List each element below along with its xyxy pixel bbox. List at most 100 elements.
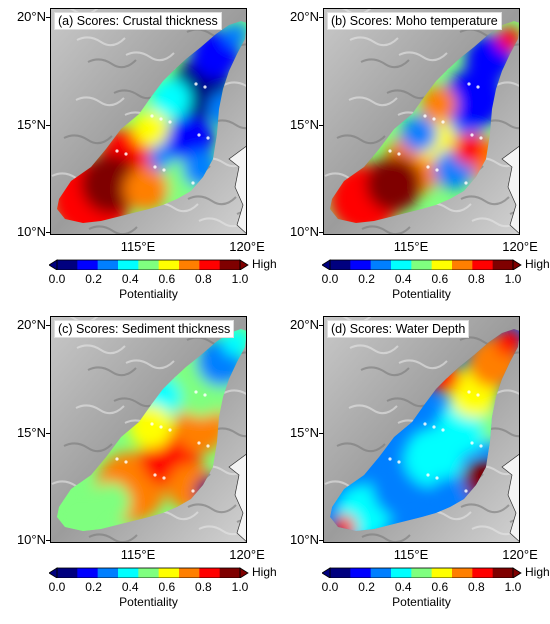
colorbar-segment <box>57 568 78 578</box>
relief-streak <box>508 43 519 48</box>
relief-streak <box>75 404 125 415</box>
seamount-speck <box>435 476 439 480</box>
latitude-tick <box>46 433 50 434</box>
colorbar-tick-label: 0.8 <box>195 580 212 594</box>
colorbar-segment <box>472 260 494 270</box>
colorbar-segment <box>158 260 180 270</box>
seamount-speck <box>464 181 468 185</box>
seamount-speck <box>441 428 445 432</box>
colorbar-tick-label: 0.8 <box>468 580 485 594</box>
colorbar-tick-label: 0.4 <box>394 272 412 286</box>
colorbar-segment <box>77 260 99 270</box>
relief-streak <box>508 351 519 356</box>
latitude-tick <box>319 17 323 18</box>
colorbar-segment <box>179 568 200 578</box>
colorbar-low-arrow <box>49 259 58 270</box>
relief-streak <box>349 36 399 47</box>
landmass-coastline <box>228 454 246 542</box>
seamount-speck <box>464 489 468 493</box>
relief-streak <box>336 134 386 145</box>
seamount-speck <box>423 422 427 426</box>
seamount-speck <box>162 168 166 172</box>
colorbar-tick-label: 0.6 <box>158 580 176 594</box>
seamount-speck <box>426 473 430 477</box>
relief-streak <box>187 503 237 514</box>
seamount-speck <box>159 117 163 121</box>
seamount-speck <box>168 120 172 124</box>
seamount-speck <box>470 441 474 445</box>
colorbar-segment <box>370 260 392 270</box>
map-frame: (b) Scores: Moho temperature <box>323 8 520 235</box>
seamount-speck <box>115 149 119 153</box>
relief-streak <box>235 43 246 48</box>
colorbar-segment <box>219 568 241 578</box>
relief-streak <box>223 81 246 87</box>
colorbar-segment <box>391 260 412 270</box>
colorbar <box>322 567 522 578</box>
colorbar-tick-label: 0.4 <box>121 580 139 594</box>
latitude-tick <box>319 433 323 434</box>
colorbar-segment <box>179 260 200 270</box>
seamount-speck <box>479 136 483 140</box>
latitude-label: 15°N <box>16 425 46 440</box>
seamount-speck <box>397 152 401 156</box>
latitude-label: 20°N <box>16 9 46 24</box>
map-svg <box>324 9 519 234</box>
colorbar-segment <box>452 568 473 578</box>
seamount-speck <box>470 133 474 137</box>
longitude-label: 115°E <box>393 547 429 562</box>
seamount-speck <box>397 460 401 464</box>
seamount-speck <box>206 136 210 140</box>
field-blob <box>421 86 457 122</box>
seamount-speck <box>441 120 445 124</box>
seamount-speck <box>124 152 128 156</box>
relief-streak <box>76 344 126 355</box>
colorbar-title: Potentiality <box>392 595 451 609</box>
relief-streak <box>460 195 510 206</box>
seamount-speck <box>479 444 483 448</box>
field-blob <box>332 515 356 531</box>
colorbar-low-arrow <box>322 567 331 578</box>
relief-streak <box>484 119 519 130</box>
colorbar-segment <box>330 260 351 270</box>
map-svg <box>51 9 246 234</box>
relief-streak <box>75 96 125 107</box>
map-svg <box>324 317 519 542</box>
latitude-label: 15°N <box>289 425 319 440</box>
seamount-speck <box>194 390 198 394</box>
seamount-speck <box>426 165 430 169</box>
colorbar-segment <box>492 260 514 270</box>
field-blob <box>401 116 437 152</box>
field-blob <box>495 329 519 356</box>
potentiality-field <box>330 21 519 223</box>
colorbar-segment <box>158 568 180 578</box>
seamount-speck <box>203 85 207 89</box>
longitude-label: 120°E <box>229 239 265 254</box>
latitude-tick <box>46 540 50 541</box>
longitude-label: 120°E <box>502 547 538 562</box>
seamount-speck <box>191 489 195 493</box>
relief-streak <box>496 81 519 87</box>
latitude-label: 15°N <box>289 117 319 132</box>
colorbar-segment <box>472 568 494 578</box>
colorbar-tick-label: 0.2 <box>85 272 102 286</box>
colorbar-segment <box>431 568 453 578</box>
colorbar-segment <box>199 568 221 578</box>
relief-streak <box>349 344 399 355</box>
colorbar-high-arrow <box>512 567 522 578</box>
colorbar-tick-label: 0.0 <box>48 272 66 286</box>
colorbar-segment <box>219 260 241 270</box>
relief-streak <box>361 533 411 542</box>
colorbar-segment <box>199 260 221 270</box>
colorbar <box>49 259 249 270</box>
colorbar-high-arrow <box>239 567 249 578</box>
latitude-tick <box>46 325 50 326</box>
field-blob <box>453 133 485 165</box>
colorbar-segment <box>138 568 160 578</box>
colorbar-title: Potentiality <box>392 287 451 301</box>
colorbar-segment <box>350 260 372 270</box>
potentiality-field <box>57 21 246 223</box>
colorbar-tick-label: 0.4 <box>121 272 139 286</box>
seamount-speck <box>191 181 195 185</box>
colorbar-segment <box>452 260 473 270</box>
